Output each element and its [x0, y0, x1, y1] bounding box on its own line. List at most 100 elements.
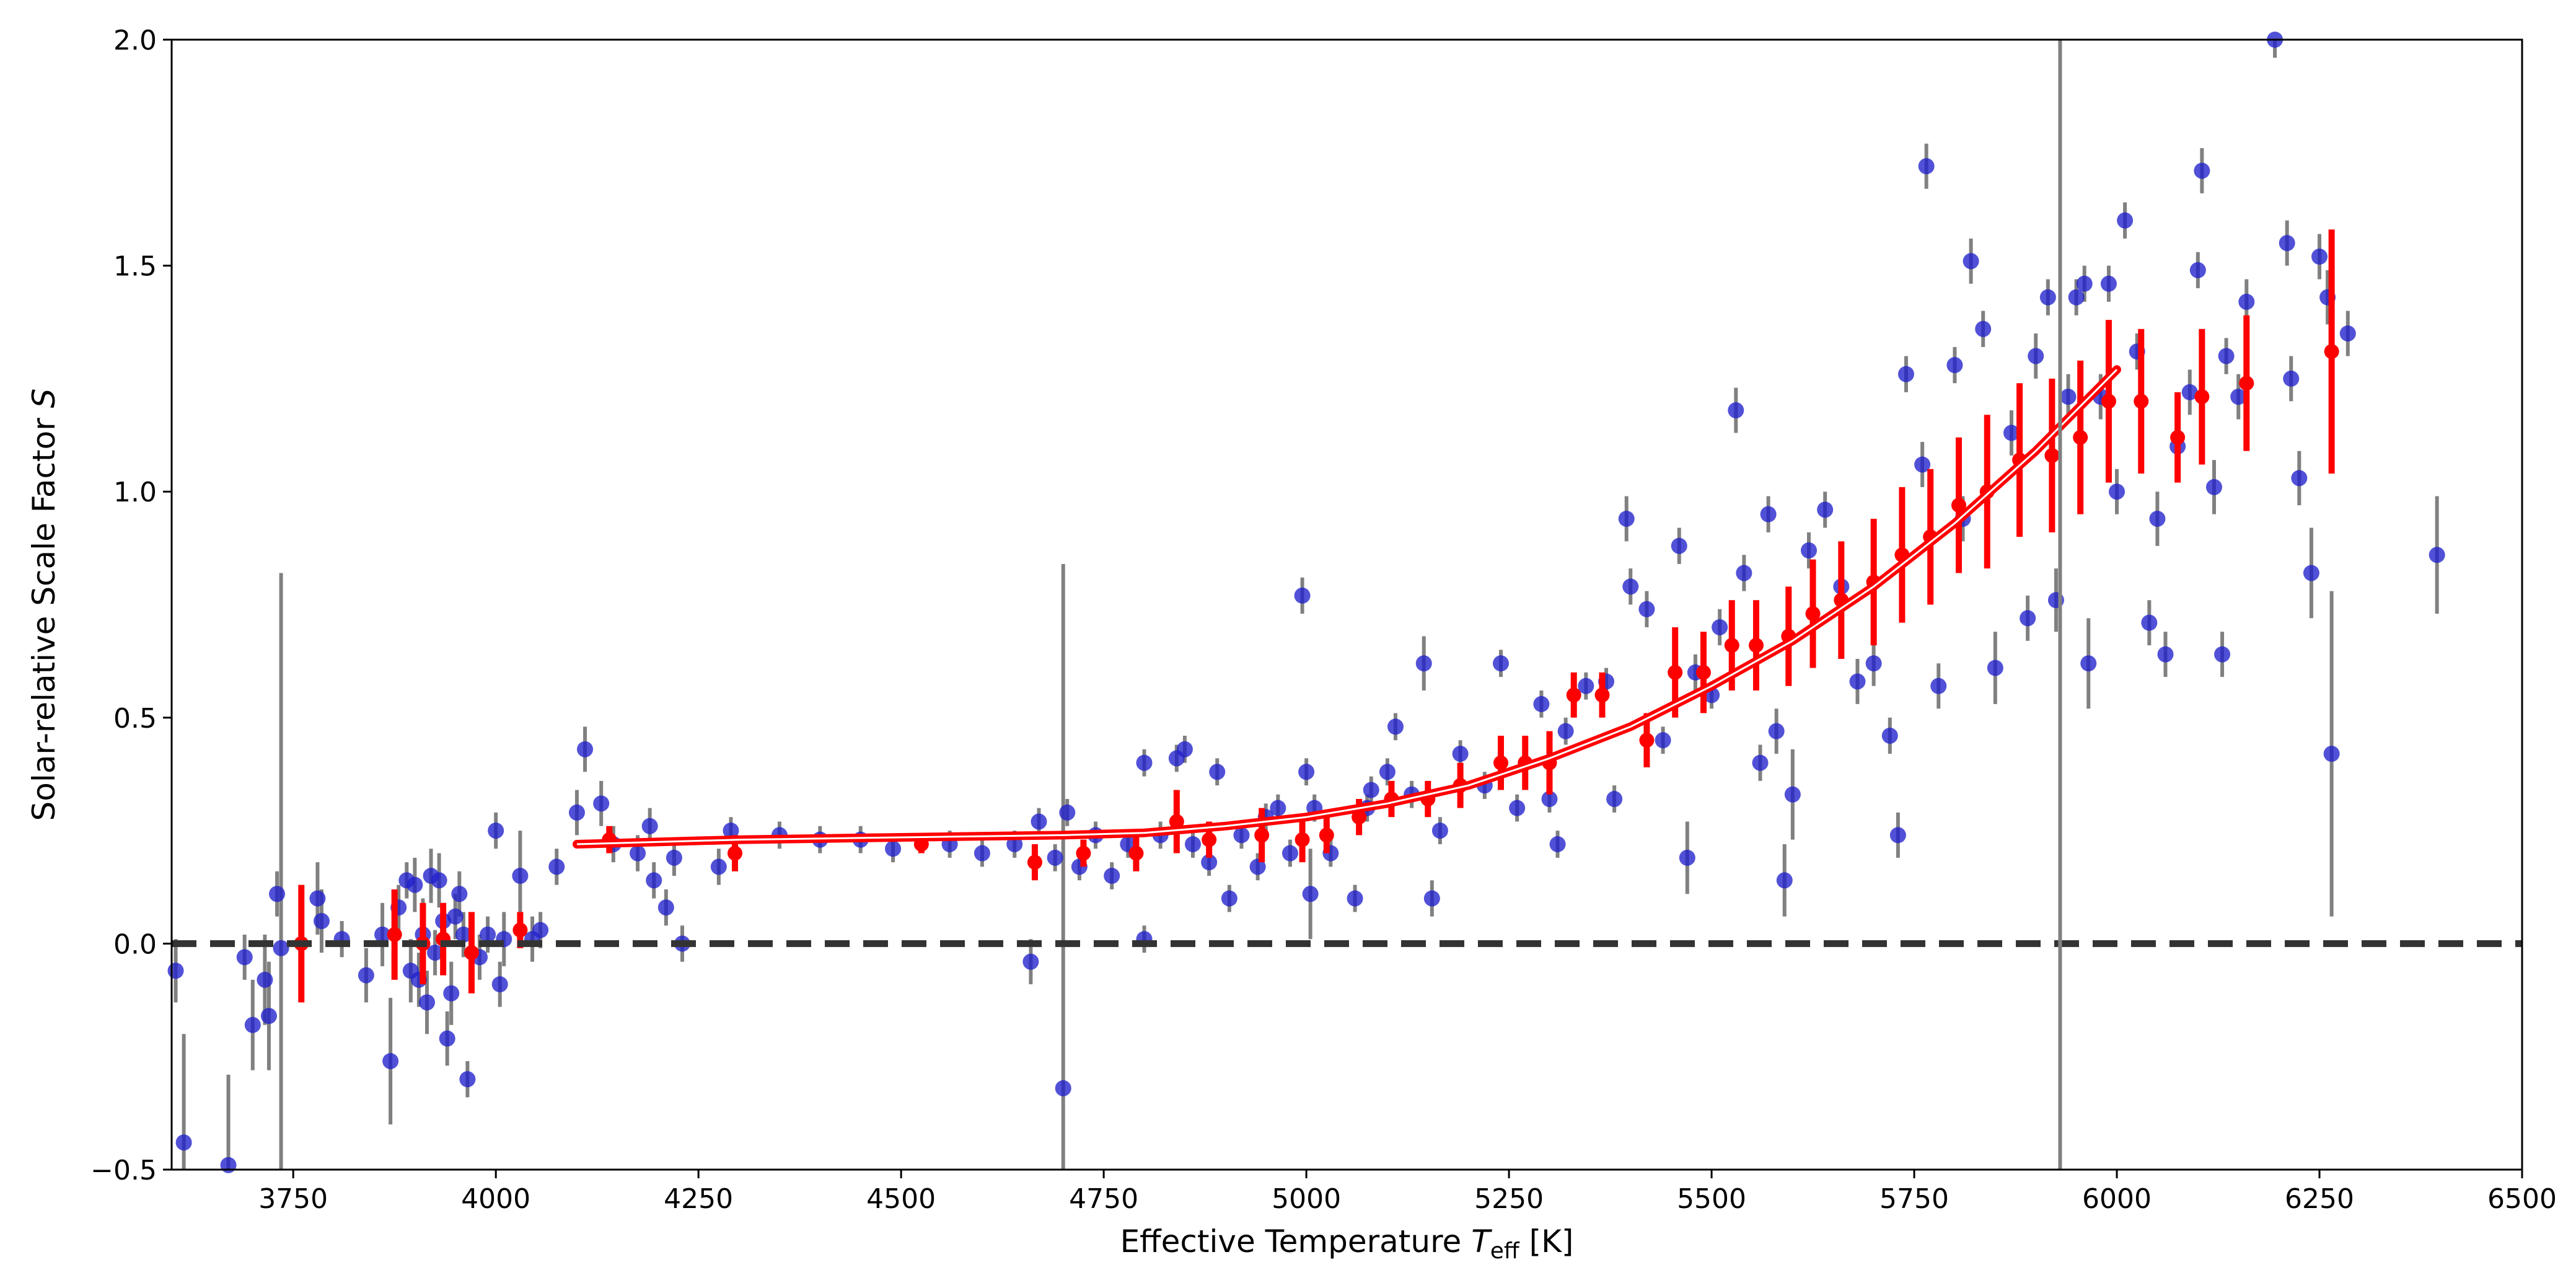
data-point	[2238, 293, 2255, 310]
binned-point	[1254, 827, 1270, 843]
data-point	[1728, 402, 1744, 418]
x-tick-label: 4250	[664, 1183, 733, 1215]
data-point	[236, 949, 253, 966]
data-point	[2323, 746, 2340, 762]
data-point	[1606, 791, 1623, 808]
binned-point	[512, 922, 528, 938]
data-point	[1415, 655, 1432, 672]
binned-point	[2170, 430, 2186, 445]
data-point	[1889, 827, 1906, 844]
data-point	[260, 1008, 277, 1025]
data-point	[1209, 764, 1226, 780]
data-point	[1655, 732, 1671, 749]
data-point	[1270, 800, 1286, 816]
data-point	[1963, 253, 1979, 270]
data-point	[443, 985, 460, 1002]
data-point	[885, 840, 902, 857]
data-point	[2068, 289, 2085, 306]
binned-point	[1639, 733, 1655, 748]
data-point	[1671, 537, 1687, 554]
fit-curve-core	[576, 369, 2118, 845]
data-point	[451, 886, 468, 902]
data-point	[1294, 587, 1311, 604]
data-point	[1387, 718, 1404, 735]
data-point	[2157, 646, 2174, 663]
x-axis-label-symbol: T	[1471, 1224, 1492, 1259]
data-point	[2020, 610, 2036, 627]
data-point	[1768, 723, 1785, 739]
data-point	[431, 872, 447, 889]
data-point	[2141, 614, 2158, 631]
data-point	[974, 845, 990, 862]
binned-point	[1566, 687, 1581, 703]
binned-point	[2101, 394, 2116, 409]
data-point	[641, 818, 658, 834]
data-point	[1298, 764, 1315, 780]
data-point	[1302, 886, 1319, 902]
data-point	[1031, 813, 1047, 830]
y-axis-label-prefix: Solar-relative Scale Factor	[26, 408, 62, 821]
data-point	[1549, 836, 1566, 852]
data-point	[2194, 162, 2210, 179]
data-point	[1987, 659, 2003, 676]
data-point	[577, 741, 594, 757]
data-point	[309, 890, 326, 907]
data-point	[1201, 854, 1218, 871]
data-point	[2205, 479, 2222, 495]
data-point	[1712, 619, 1728, 635]
data-point	[491, 976, 508, 993]
y-axis-label: Solar-relative Scale Factor S	[26, 389, 62, 821]
data-point	[1946, 357, 1963, 374]
data-point	[1679, 849, 1695, 866]
data-point	[2003, 425, 2020, 441]
data-point	[418, 994, 435, 1011]
data-point	[2311, 249, 2328, 265]
data-point	[480, 926, 496, 943]
x-axis-label-subscript: eff	[1490, 1238, 1520, 1264]
x-axis-label: Effective Temperature Teff [K]	[1120, 1224, 1574, 1264]
data-point	[1776, 872, 1793, 889]
data-point	[1541, 791, 1558, 808]
data-point	[532, 922, 549, 938]
data-point	[2283, 370, 2300, 387]
data-point	[407, 876, 423, 893]
data-point	[2279, 235, 2295, 252]
binned-point	[1076, 845, 1091, 861]
binned-point	[2194, 389, 2210, 405]
data-point	[657, 899, 674, 916]
data-point	[2429, 547, 2445, 563]
data-point	[1363, 782, 1379, 798]
data-point	[1817, 501, 1834, 518]
binned-point	[2044, 448, 2060, 463]
data-point	[1431, 823, 1448, 839]
binned-point	[1295, 832, 1310, 847]
data-point	[1930, 677, 1947, 694]
x-tick-label: 4000	[461, 1183, 530, 1215]
data-point	[1801, 542, 1818, 558]
x-tick-label: 5250	[1474, 1183, 1544, 1215]
data-point	[2189, 262, 2206, 278]
data-point	[175, 1134, 192, 1151]
x-axis-label-suffix: [K]	[1519, 1224, 1574, 1259]
binned-point	[1724, 638, 1739, 653]
data-point	[2028, 348, 2044, 364]
data-point	[273, 940, 289, 956]
data-point	[374, 926, 391, 943]
binned-point	[1695, 664, 1711, 680]
x-tick-label: 5500	[1677, 1183, 1746, 1215]
data-point	[1618, 510, 1635, 527]
data-point	[439, 1030, 455, 1047]
data-point	[1233, 827, 1250, 844]
x-axis: 3750 4000 4250 4500 4750 5000 5250 5500 5750 6000…	[258, 1170, 2557, 1215]
data-point	[1281, 845, 1298, 862]
data-point	[1249, 858, 1266, 875]
data-point	[2060, 389, 2077, 405]
data-point	[1914, 456, 1931, 473]
data-point	[1104, 868, 1120, 884]
x-tick-label: 6500	[2487, 1183, 2557, 1215]
data-point	[1865, 655, 1882, 672]
x-axis-label-prefix: Effective Temperature	[1120, 1224, 1472, 1259]
data-point	[313, 912, 330, 929]
binned-point	[728, 845, 743, 861]
